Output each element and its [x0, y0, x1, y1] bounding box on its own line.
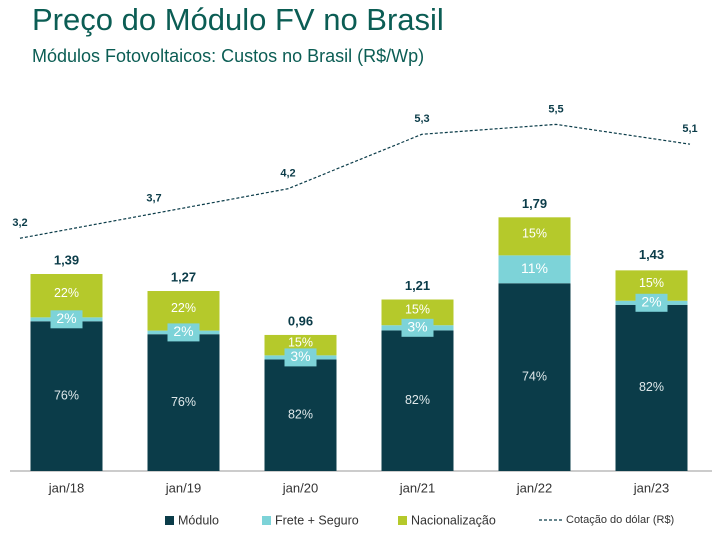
label-box [50, 310, 83, 329]
segment-label: 22% [54, 286, 79, 300]
total-label: 1,21 [405, 278, 430, 293]
legend-label: Nacionalização [411, 513, 496, 527]
line-value-label: 5,1 [682, 123, 697, 135]
segment-label: 74% [522, 369, 547, 383]
dollar-line [19, 123, 691, 239]
legend-label: Frete + Seguro [275, 513, 359, 527]
total-label: 0,96 [288, 313, 313, 328]
label-box [635, 293, 668, 312]
label-box [284, 348, 317, 367]
bar-segment [147, 334, 220, 471]
bar-segment [264, 359, 337, 471]
segment-label: 3% [407, 319, 427, 335]
x-tick-label: jan/23 [633, 480, 669, 495]
segment-label: 76% [54, 388, 79, 402]
bar-segment [615, 304, 688, 471]
segment-label: 2% [641, 293, 661, 309]
total-label: 1,79 [522, 196, 547, 211]
label-box [167, 323, 200, 342]
bar-segment [30, 274, 103, 318]
legend-swatch [165, 516, 174, 525]
bar-segment [498, 283, 571, 471]
line-value-label: 5,5 [548, 103, 563, 115]
legend-label: Módulo [178, 513, 219, 527]
segment-label: 11% [521, 260, 548, 276]
segment-label: 3% [290, 348, 310, 364]
bar-segment [498, 217, 571, 256]
segment-label: 15% [405, 303, 430, 317]
segment-label: 15% [288, 335, 313, 349]
segment-label: 76% [171, 395, 196, 409]
bar-segment [30, 321, 103, 471]
line-value-label: 5,3 [414, 113, 429, 125]
total-label: 1,39 [54, 252, 79, 267]
chart-subtitle: Módulos Fotovoltaicos: Custos no Brasil … [32, 46, 424, 66]
bar-segment [381, 330, 454, 471]
label-box [401, 318, 434, 337]
line-value-label: 4,2 [280, 168, 295, 180]
segment-label: 82% [405, 393, 430, 407]
segment-label: 22% [171, 301, 196, 315]
segment-label: 2% [56, 310, 76, 326]
total-label: 1,43 [639, 247, 664, 262]
total-label: 1,27 [171, 269, 196, 284]
line-value-label: 3,7 [146, 192, 161, 204]
bar-segment [264, 334, 337, 356]
x-tick-label: jan/20 [282, 480, 318, 495]
segment-label: 2% [173, 323, 193, 339]
chart-title: Preço do Módulo FV no Brasil [32, 2, 444, 37]
x-tick-label: jan/21 [399, 480, 435, 495]
line-value-label: 3,2 [12, 217, 27, 229]
label-box [518, 260, 551, 279]
segment-label: 82% [639, 380, 664, 394]
legend-swatch [398, 516, 407, 525]
segment-label: 15% [522, 227, 547, 241]
legend-swatch [262, 516, 271, 525]
x-tick-label: jan/22 [516, 480, 552, 495]
x-tick-label: jan/18 [48, 480, 84, 495]
legend-label: Cotação do dólar (R$) [566, 514, 674, 526]
segment-label: 15% [639, 276, 664, 290]
x-tick-label: jan/19 [165, 480, 201, 495]
segment-label: 82% [288, 408, 313, 422]
